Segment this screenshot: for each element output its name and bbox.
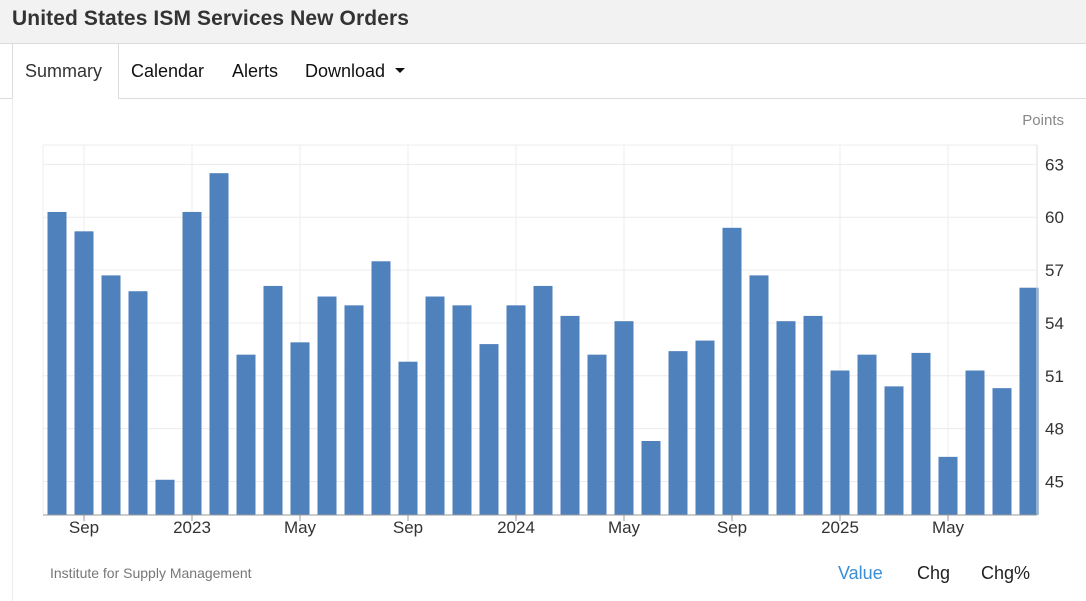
y-tick-label: 48 [1045,420,1064,439]
bar[interactable] [668,351,688,515]
bar[interactable] [830,370,850,515]
chevron-down-icon [395,67,406,73]
tab-alerts-label: Alerts [232,61,279,81]
bar[interactable] [317,296,337,515]
bar[interactable] [560,315,580,515]
x-tick-label: 2025 [821,518,859,537]
bar[interactable] [182,211,202,515]
x-tick-label: 2023 [173,518,211,537]
chart-panel [12,98,1086,601]
bar[interactable] [47,211,67,515]
y-tick-label: 54 [1045,314,1064,333]
bar[interactable] [1019,287,1039,515]
bar[interactable] [695,340,715,515]
tab-calendar[interactable]: Calendar [131,44,204,99]
bar[interactable] [74,231,94,516]
bar[interactable] [533,285,553,515]
bar[interactable] [884,386,904,515]
tab-download[interactable]: Download [305,44,406,99]
tick-labels: 45 48 51 54 57 60 63 Sep 2023 May Sep 2024 May Sep 202… [69,155,1064,537]
bar[interactable] [803,315,823,515]
bar[interactable] [911,352,931,515]
tab-alerts[interactable]: Alerts [232,44,278,99]
source-link[interactable]: Institute for Supply Management [50,565,252,581]
bar[interactable] [290,342,310,515]
bar[interactable] [479,344,499,515]
x-tick-label: Sep [393,518,423,537]
bar[interactable] [506,305,526,515]
bar[interactable] [425,296,445,515]
y-tick-label: 45 [1045,473,1064,492]
bar[interactable] [587,354,607,515]
chg-tab[interactable]: Chg [917,563,951,583]
bar[interactable] [155,479,175,515]
bars [47,173,1039,516]
tab-calendar-label: Calendar [131,61,205,81]
bar[interactable] [344,305,364,515]
bar[interactable] [101,275,121,515]
bar[interactable] [722,227,742,516]
bar[interactable] [992,388,1012,515]
x-tick-label: May [284,518,317,537]
bar[interactable] [776,321,796,515]
y-tick-label: 51 [1045,367,1064,386]
bar[interactable] [938,456,958,515]
value-tab[interactable]: Value [838,563,883,583]
title-bar: United States ISM Services New Orders [0,0,1086,44]
x-tick-label: Sep [69,518,99,537]
page-title: United States ISM Services New Orders [12,7,410,30]
bar[interactable] [452,305,472,515]
bar[interactable] [398,361,418,515]
y-tick-label: 60 [1045,208,1064,227]
x-tick-label: May [932,518,965,537]
y-unit-label: Points [1022,112,1064,129]
bar[interactable] [749,275,769,515]
axes [43,145,1038,521]
y-tick-label: 57 [1045,261,1064,280]
y-tick-label: 63 [1045,155,1064,174]
bar[interactable] [263,285,283,515]
bar[interactable] [857,354,877,515]
bar[interactable] [209,173,229,515]
x-tick-label: 2024 [497,518,535,537]
bar[interactable] [641,441,661,515]
x-tick-label: Sep [717,518,747,537]
tab-download-label: Download [305,61,386,81]
tab-summary-label: Summary [25,61,103,81]
bar[interactable] [371,261,391,515]
bar[interactable] [965,370,985,515]
tab-summary[interactable]: Summary [12,44,119,99]
x-tick-label: May [608,518,641,537]
bar[interactable] [236,354,256,515]
bar[interactable] [614,321,634,515]
tab-bar: Summary Calendar Alerts Download [0,44,1086,99]
chg-percent-tab[interactable]: Chg% [981,563,1031,583]
bar[interactable] [128,291,148,515]
